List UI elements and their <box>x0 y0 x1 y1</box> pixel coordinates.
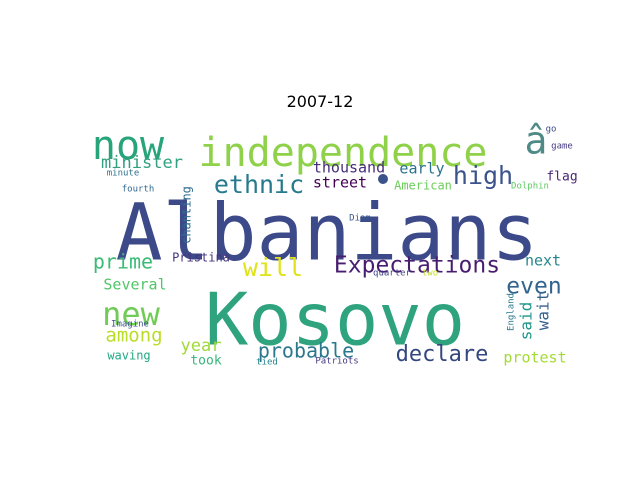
cloud-word: Kosovo <box>205 278 465 362</box>
cloud-word: among <box>105 325 162 347</box>
cloud-word: protest <box>503 349 566 367</box>
figure-title: 2007-12 <box>286 92 354 111</box>
cloud-word: Expectations <box>334 253 500 279</box>
cloud-word: Pristina <box>172 251 230 265</box>
cloud-word: now <box>92 123 165 169</box>
cloud-word: go <box>546 125 557 135</box>
cloud-word: next <box>525 252 561 270</box>
cloud-word: year <box>181 336 222 356</box>
cloud-word: American <box>394 179 452 193</box>
cloud-word: Albanians <box>116 188 539 278</box>
cloud-word: said <box>517 302 536 341</box>
cloud-word: chanting <box>180 186 194 244</box>
cloud-word: â <box>525 119 548 163</box>
cloud-word: probable <box>258 339 354 363</box>
cloud-dot <box>378 174 388 184</box>
cloud-word: two <box>422 269 438 279</box>
cloud-word: took <box>190 354 221 369</box>
cloud-word: quarter <box>373 269 412 279</box>
cloud-word: independence <box>199 130 488 176</box>
cloud-word: even <box>506 274 561 300</box>
cloud-word: street <box>313 174 367 192</box>
cloud-word: tied <box>256 358 278 368</box>
cloud-word: high <box>453 161 513 190</box>
cloud-word: declare <box>396 342 489 367</box>
cloud-word: fourth <box>122 185 155 195</box>
cloud-word: Several <box>103 276 166 294</box>
cloud-word: minute <box>107 169 140 179</box>
cloud-word: game <box>551 142 573 152</box>
cloud-word: Imagine <box>111 320 149 330</box>
cloud-word: thousand <box>313 159 385 177</box>
cloud-word: new <box>102 295 161 333</box>
cloud-word: will <box>243 253 303 282</box>
cloud-word: waving <box>107 349 150 363</box>
cloud-word: early <box>399 160 444 178</box>
cloud-word: flag <box>546 170 577 185</box>
cloud-word: wait <box>534 292 553 331</box>
cloud-word: prime <box>93 250 153 274</box>
cloud-word: Patriots <box>315 357 358 367</box>
cloud-word: England <box>507 293 517 331</box>
cloud-word: ethnic <box>214 170 304 199</box>
cloud-word: Dolphin <box>511 182 549 192</box>
cloud-word: minister <box>101 153 183 173</box>
cloud-word: Diam <box>349 214 371 224</box>
